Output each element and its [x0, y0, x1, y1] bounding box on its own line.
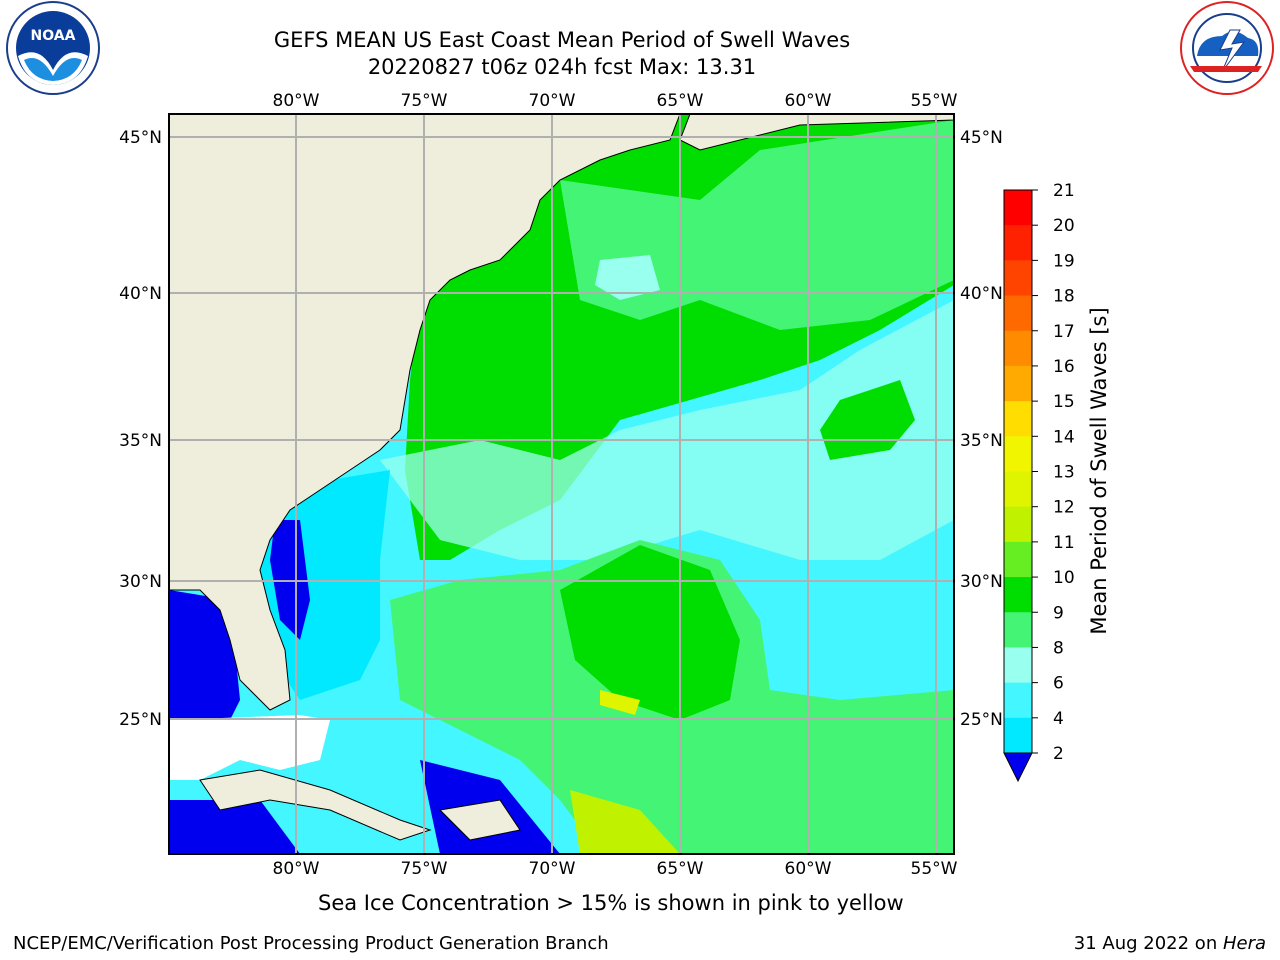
- noaa-logo-text: NOAA: [31, 28, 76, 44]
- colorbar-tick-label: 6: [1053, 674, 1064, 694]
- colorbar-tick-label: 14: [1053, 427, 1075, 447]
- sea-ice-note: Sea Ice Concentration > 15% is shown in …: [318, 891, 904, 915]
- lat-label-left: 30°N: [119, 572, 162, 592]
- map-panel: [169, 114, 954, 854]
- machine-name: Hera: [1222, 933, 1266, 954]
- colorbar-segment: [1004, 330, 1032, 367]
- map-gridlines: [169, 114, 954, 854]
- colorbar-segment: [1004, 682, 1032, 719]
- lat-label-left: 45°N: [119, 128, 162, 148]
- colorbar-segment: [1004, 506, 1032, 543]
- swell-field-max-small: [600, 690, 640, 715]
- colorbar-tick-label: 19: [1053, 251, 1075, 271]
- colorbar-segment: [1004, 295, 1032, 332]
- credit-text: NCEP/EMC/Verification Post Processing Pr…: [13, 933, 609, 954]
- colorbar-tick-label: 12: [1053, 498, 1075, 518]
- date-prefix: 31 Aug 2022 on: [1073, 933, 1223, 954]
- colorbar-segment: [1004, 541, 1032, 578]
- colorbar-segment: [1004, 647, 1032, 684]
- lat-label-right: 35°N: [960, 431, 1003, 451]
- swell-field-north-light: [560, 120, 954, 330]
- lon-label-top: 75°W: [401, 91, 448, 111]
- gulf-short-period: [169, 590, 240, 720]
- nws-logo: [1180, 1, 1274, 95]
- colorbar-tick-label: 10: [1053, 568, 1075, 588]
- date-text: 31 Aug 2022 on Hera: [1074, 933, 1266, 954]
- lon-label-bottom: 70°W: [529, 859, 576, 879]
- lat-label-left: 35°N: [119, 431, 162, 451]
- lon-label-top: 60°W: [785, 91, 832, 111]
- colorbar-label: Mean Period of Swell Waves [s]: [1087, 307, 1111, 634]
- colorbar-tick-label: 17: [1053, 322, 1075, 342]
- lon-label-top: 70°W: [529, 91, 576, 111]
- colorbar-segment: [1004, 190, 1032, 226]
- colorbar-tick-label: 16: [1053, 357, 1075, 377]
- lat-label-right: 40°N: [960, 284, 1003, 304]
- colorbar-tick-label: 15: [1053, 392, 1075, 412]
- lon-label-bottom: 60°W: [785, 859, 832, 879]
- lat-label-left: 40°N: [119, 284, 162, 304]
- caribbean-short-period: [169, 800, 300, 854]
- no-data-cuba-area: [169, 715, 330, 780]
- lon-label-bottom: 65°W: [657, 859, 704, 879]
- colorbar-segment: [1004, 365, 1032, 402]
- colorbar-segment: [1004, 577, 1032, 613]
- colorbar-tick-label: 8: [1053, 638, 1064, 658]
- colorbar-tick-label: 13: [1053, 463, 1075, 483]
- colorbar-segment: [1004, 436, 1032, 472]
- lat-label-right: 45°N: [960, 128, 1003, 148]
- lon-label-top: 55°W: [911, 91, 958, 111]
- lon-label-top: 80°W: [273, 91, 320, 111]
- colorbar-tick-label: 4: [1053, 709, 1064, 729]
- hispaniola-land: [438, 799, 521, 841]
- lon-label-bottom: 55°W: [911, 859, 958, 879]
- lat-label-right: 30°N: [960, 572, 1003, 592]
- noaa-logo: NOAA: [6, 1, 100, 95]
- colorbar: 21 20 19 18 17 16 15 14 13 12 11 10 9 8 6 4 2: [1003, 181, 1075, 783]
- colorbar-segment: [1004, 401, 1032, 437]
- map-subtitle: 20220827 t06z 024h fcst Max: 13.31: [367, 55, 757, 79]
- lon-label-top: 65°W: [657, 91, 704, 111]
- colorbar-tick-label: 20: [1053, 216, 1075, 236]
- colorbar-segment: [1004, 612, 1032, 648]
- swell-field-max: [570, 790, 680, 854]
- map-title: GEFS MEAN US East Coast Mean Period of S…: [273, 28, 851, 52]
- swell-field-eddy: [595, 255, 660, 300]
- colorbar-tick-label: 9: [1053, 603, 1064, 623]
- swell-field-south-core: [560, 545, 740, 720]
- map-frame: [168, 113, 955, 855]
- colorbar-extend-arrow: [1003, 752, 1033, 783]
- colorbar-segment: [1004, 225, 1032, 261]
- colorbar-segment: [1004, 260, 1032, 297]
- colorbar-tick-label: 2: [1053, 744, 1064, 764]
- colorbar-segment: [1004, 717, 1032, 754]
- lat-label-left: 25°N: [119, 710, 162, 730]
- colorbar-tick-label: 11: [1053, 533, 1075, 553]
- lon-label-bottom: 75°W: [401, 859, 448, 879]
- colorbar-tick-label: 18: [1053, 287, 1075, 307]
- colorbar-tick-label: 21: [1053, 181, 1075, 201]
- colorbar-segment: [1004, 471, 1032, 508]
- lon-label-bottom: 80°W: [273, 859, 320, 879]
- lat-label-right: 25°N: [960, 710, 1003, 730]
- swell-field-band: [380, 300, 954, 560]
